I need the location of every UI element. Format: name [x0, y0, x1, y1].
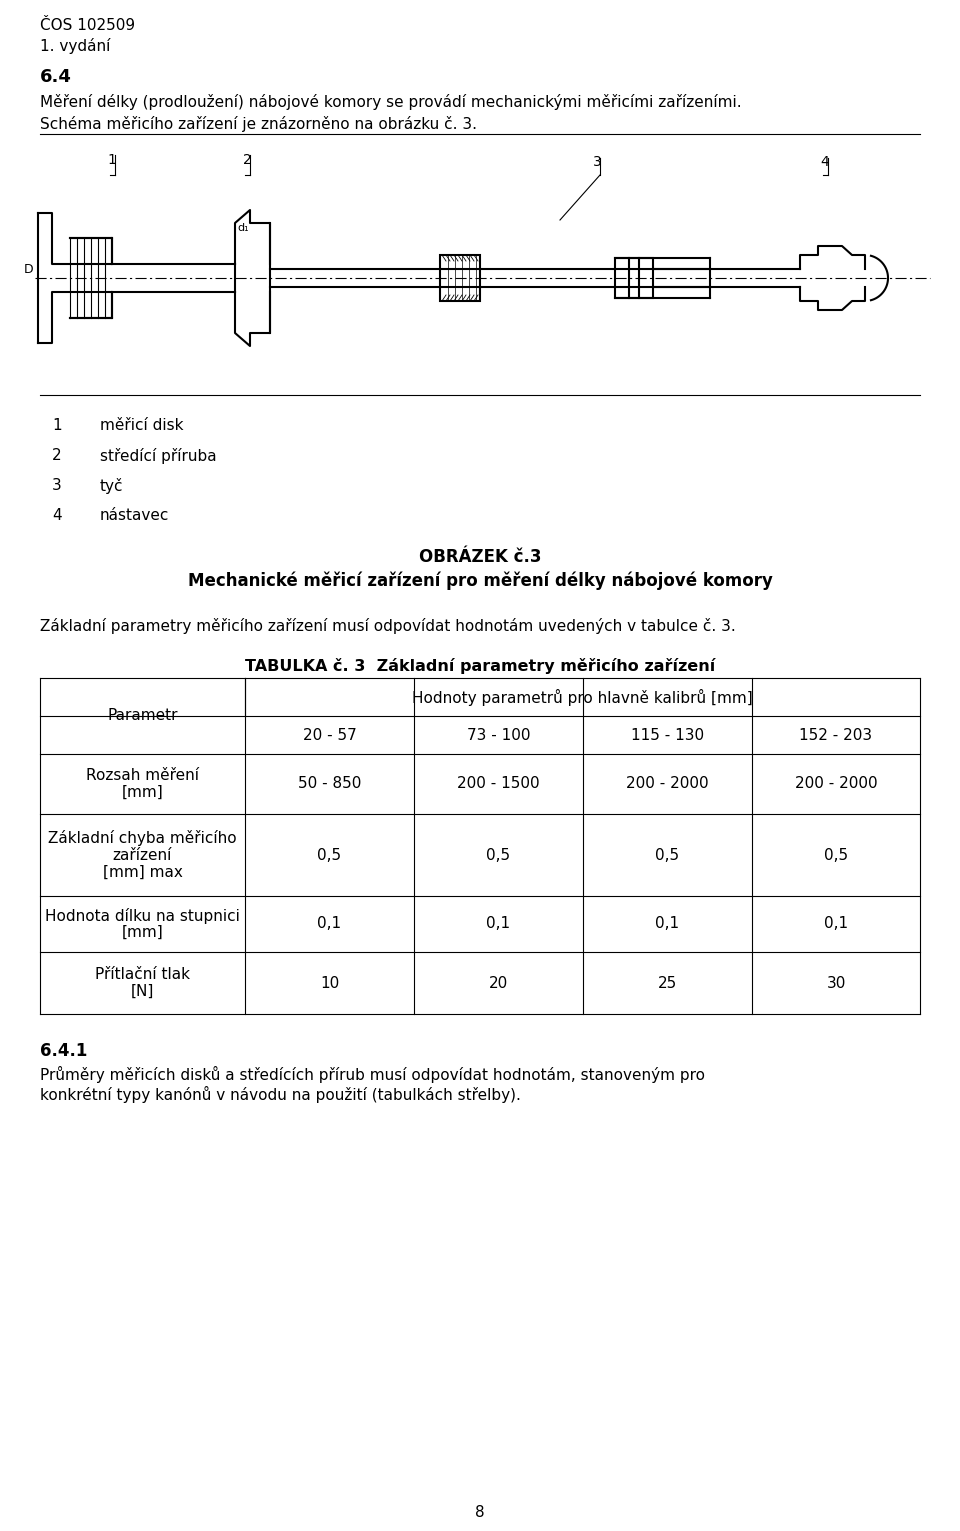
- Text: Schéma měřicího zařízení je znázorněno na obrázku č. 3.: Schéma měřicího zařízení je znázorněno n…: [40, 116, 477, 132]
- Text: 50 - 850: 50 - 850: [298, 776, 361, 792]
- Text: 0,5: 0,5: [318, 848, 342, 862]
- Text: 8: 8: [475, 1505, 485, 1520]
- Text: 1. vydání: 1. vydání: [40, 38, 110, 54]
- Text: měřicí disk: měřicí disk: [100, 418, 183, 433]
- Text: [mm]: [mm]: [122, 925, 163, 940]
- Text: 200 - 2000: 200 - 2000: [795, 776, 877, 792]
- Text: D: D: [24, 263, 34, 276]
- Text: Základní chyba měřicího: Základní chyba měřicího: [48, 830, 237, 847]
- Text: OBRÁZEK č.3: OBRÁZEK č.3: [419, 548, 541, 566]
- Text: 4: 4: [821, 155, 829, 168]
- Text: 1: 1: [52, 418, 61, 433]
- Text: Měření délky (prodloužení) nábojové komory se provádí mechanickými měřicími zaří: Měření délky (prodloužení) nábojové komo…: [40, 93, 742, 110]
- Text: 20 - 57: 20 - 57: [302, 727, 356, 743]
- Bar: [615, 259, 629, 299]
- Text: 0,1: 0,1: [824, 917, 848, 931]
- Text: 0,1: 0,1: [487, 917, 511, 931]
- Text: zařízení: zařízení: [113, 848, 172, 862]
- Text: 2: 2: [52, 449, 61, 462]
- Text: 10: 10: [320, 975, 339, 991]
- Text: 30: 30: [827, 975, 846, 991]
- Text: 6.4: 6.4: [40, 67, 72, 86]
- Text: konkrétní typy kanónů v návodu na použití (tabulkách střelby).: konkrétní typy kanónů v návodu na použit…: [40, 1085, 521, 1102]
- Text: 115 - 130: 115 - 130: [631, 727, 704, 743]
- Text: Parametr: Parametr: [108, 709, 178, 724]
- Text: Hodnoty parametrů pro hlavně kalibrů [mm]: Hodnoty parametrů pro hlavně kalibrů [mm…: [412, 689, 753, 706]
- Text: [N]: [N]: [131, 984, 155, 1000]
- Text: tyč: tyč: [100, 478, 124, 495]
- Text: 0,5: 0,5: [487, 848, 511, 862]
- Text: 3: 3: [52, 478, 61, 493]
- Bar: [440, 256, 480, 302]
- Text: d₁: d₁: [237, 224, 249, 233]
- Text: 0,1: 0,1: [656, 917, 680, 931]
- Text: 0,5: 0,5: [824, 848, 848, 862]
- Text: 200 - 2000: 200 - 2000: [626, 776, 708, 792]
- Text: Mechanické měřicí zařízení pro měření délky nábojové komory: Mechanické měřicí zařízení pro měření dé…: [187, 573, 773, 591]
- Text: 200 - 1500: 200 - 1500: [457, 776, 540, 792]
- Bar: [639, 259, 653, 299]
- Text: Základní parametry měřicího zařízení musí odpovídat hodnotám uvedených v tabulce: Základní parametry měřicího zařízení mus…: [40, 619, 735, 634]
- Text: středící příruba: středící příruba: [100, 449, 217, 464]
- Text: 25: 25: [658, 975, 677, 991]
- Text: [mm]: [mm]: [122, 785, 163, 801]
- Text: 4: 4: [52, 508, 61, 524]
- Text: [mm] max: [mm] max: [103, 865, 182, 879]
- Text: 1: 1: [108, 153, 116, 167]
- Text: 73 - 100: 73 - 100: [467, 727, 530, 743]
- Text: Hodnota dílku na stupnici: Hodnota dílku na stupnici: [45, 908, 240, 923]
- Text: nástavec: nástavec: [100, 508, 169, 524]
- Text: 0,5: 0,5: [656, 848, 680, 862]
- Text: 2: 2: [243, 153, 252, 167]
- Text: Rozsah měření: Rozsah měření: [86, 769, 199, 782]
- Text: Průměry měřicích disků a středících přírub musí odpovídat hodnotám, stanoveným p: Průměry měřicích disků a středících přír…: [40, 1066, 705, 1082]
- Text: 3: 3: [592, 155, 601, 168]
- Text: ČOS 102509: ČOS 102509: [40, 18, 135, 34]
- Text: 6.4.1: 6.4.1: [40, 1043, 87, 1059]
- Text: 0,1: 0,1: [318, 917, 342, 931]
- Text: 152 - 203: 152 - 203: [800, 727, 873, 743]
- Text: Přítlační tlak: Přítlační tlak: [95, 968, 190, 981]
- Text: TABULKA č. 3  Základní parametry měřicího zařízení: TABULKA č. 3 Základní parametry měřicího…: [245, 658, 715, 674]
- Text: 20: 20: [489, 975, 508, 991]
